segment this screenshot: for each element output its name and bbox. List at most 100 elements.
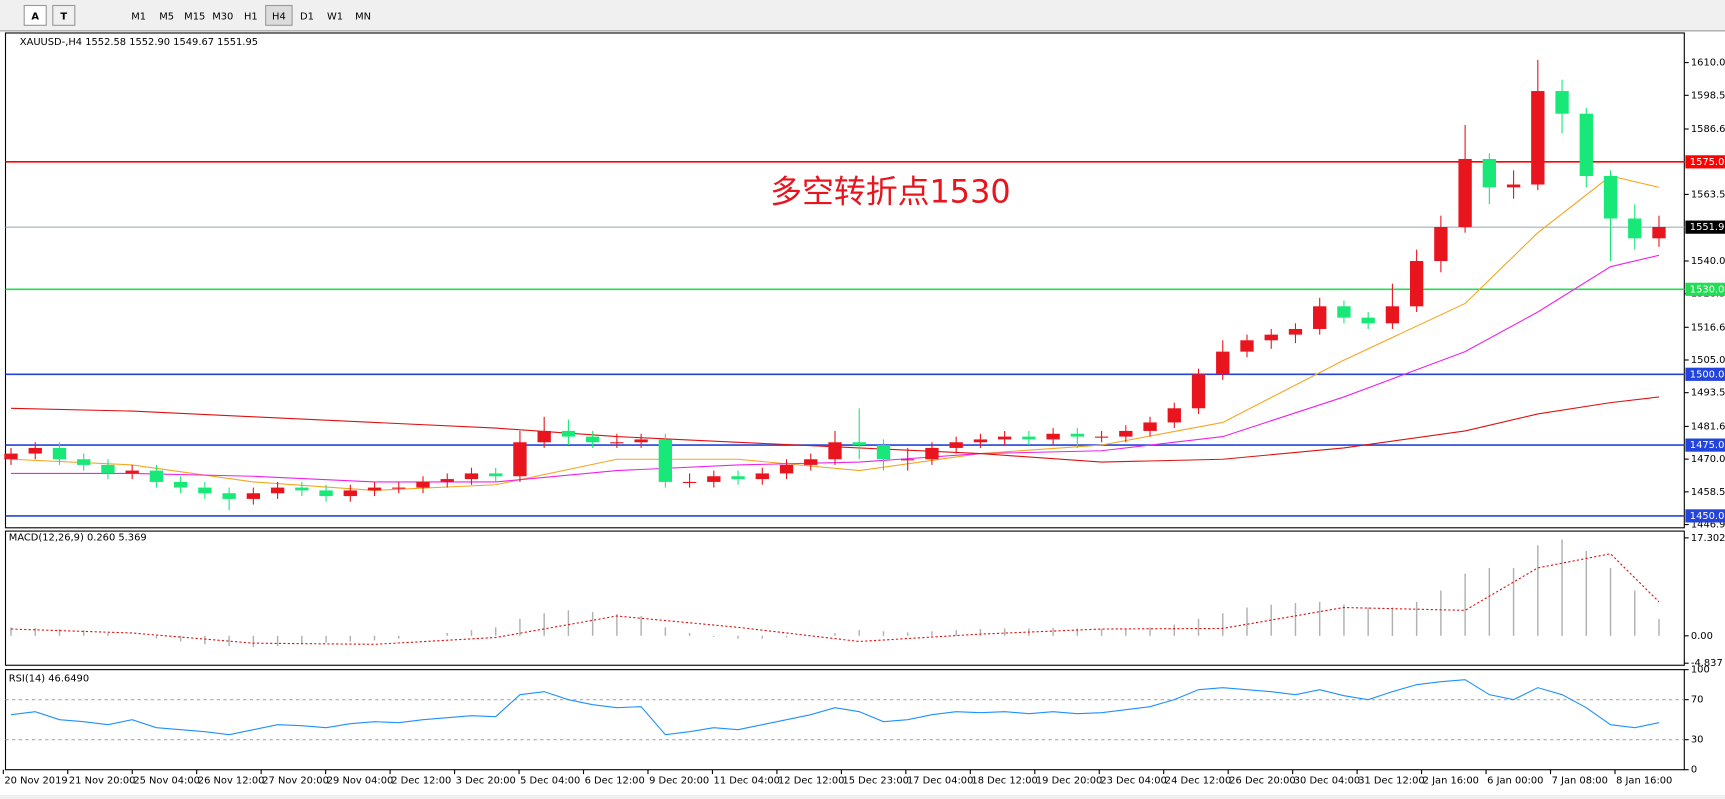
candle-body bbox=[1555, 91, 1569, 114]
candle-body bbox=[1288, 328, 1303, 335]
moving-average bbox=[11, 254, 1660, 483]
candle-body bbox=[1409, 260, 1424, 307]
panel-frame bbox=[4, 32, 1685, 529]
candle-body bbox=[28, 447, 42, 454]
candle-body bbox=[1603, 176, 1618, 219]
candle-body bbox=[149, 470, 164, 482]
candle-body bbox=[1506, 184, 1521, 188]
timeframe-label[interactable]: H4 bbox=[272, 11, 286, 22]
candle-body bbox=[295, 487, 309, 491]
rsi-line bbox=[10, 679, 1660, 736]
candle-body bbox=[707, 476, 721, 482]
candle-body bbox=[1337, 306, 1351, 318]
y-tick-label: 0.00 bbox=[1691, 631, 1713, 642]
candle-body bbox=[1579, 113, 1593, 177]
x-tick-label: 2 Jan 16:00 bbox=[1423, 776, 1479, 787]
candle-body bbox=[1191, 374, 1206, 409]
candle-body bbox=[222, 493, 236, 499]
tool-button[interactable] bbox=[52, 4, 76, 26]
tool-label[interactable]: A bbox=[31, 11, 39, 22]
x-tick-label: 9 Dec 20:00 bbox=[649, 776, 709, 787]
candle-body bbox=[392, 487, 406, 489]
x-tick-label: 27 Nov 20:00 bbox=[262, 776, 329, 787]
candle-body bbox=[828, 442, 842, 460]
y-tick-label: 1481.60 bbox=[1691, 421, 1725, 432]
x-tick-label: 30 Dec 04:00 bbox=[1294, 776, 1360, 787]
y-tick-label: 0 bbox=[1691, 765, 1697, 776]
timeframe-button[interactable] bbox=[153, 5, 180, 26]
candle-body bbox=[1143, 422, 1157, 431]
timeframe-label[interactable]: M30 bbox=[212, 11, 233, 22]
x-tick-label: 25 Nov 04:00 bbox=[133, 776, 200, 787]
candle-body bbox=[585, 436, 600, 443]
candle-body bbox=[876, 445, 891, 460]
x-tick-label: 20 Nov 2019 bbox=[4, 776, 67, 787]
candle-body bbox=[997, 436, 1012, 440]
x-tick-label: 18 Dec 12:00 bbox=[971, 776, 1037, 787]
candle-body bbox=[173, 481, 188, 488]
x-tick-label: 11 Dec 04:00 bbox=[714, 776, 780, 787]
candle-body bbox=[537, 430, 551, 443]
y-tick-label: 30 bbox=[1691, 735, 1704, 746]
price-label: 1551.95 bbox=[1690, 222, 1725, 233]
tool-button[interactable] bbox=[23, 4, 47, 26]
timeframe-label[interactable]: M1 bbox=[131, 11, 146, 22]
x-tick-label: 26 Dec 20:00 bbox=[1229, 776, 1295, 787]
x-tick-label: 31 Dec 12:00 bbox=[1358, 776, 1424, 787]
x-tick-label: 29 Nov 04:00 bbox=[327, 776, 394, 787]
timeframe-label[interactable]: M5 bbox=[159, 11, 174, 22]
timeframe-label[interactable]: W1 bbox=[327, 11, 343, 22]
annotation: 多空转折点1530 bbox=[770, 173, 1011, 211]
y-tick-label: 1516.60 bbox=[1691, 322, 1725, 333]
candle-body bbox=[270, 487, 285, 494]
y-tick-label: 70 bbox=[1691, 695, 1704, 706]
timeframe-label[interactable]: H1 bbox=[244, 11, 258, 22]
timeframe-button[interactable] bbox=[209, 5, 236, 26]
level-label: 1475.00 bbox=[1690, 440, 1725, 451]
timeframe-label[interactable]: M15 bbox=[184, 11, 205, 22]
candle-body bbox=[125, 470, 139, 474]
candle-body bbox=[1216, 351, 1230, 375]
candle-body bbox=[1482, 159, 1497, 188]
candle-body bbox=[416, 481, 430, 488]
timeframe-button[interactable] bbox=[237, 5, 265, 26]
level-label-box bbox=[1685, 155, 1725, 169]
timeframe-button[interactable] bbox=[181, 5, 208, 26]
timeframe-button[interactable] bbox=[265, 4, 293, 26]
moving-average bbox=[10, 396, 1660, 463]
timeframe-label[interactable]: D1 bbox=[300, 11, 314, 22]
y-tick-label: 1493.50 bbox=[1691, 388, 1725, 399]
timeframe-button[interactable] bbox=[349, 5, 377, 26]
y-tick-label: 1470.05 bbox=[1691, 454, 1725, 465]
level-label: 1450.00 bbox=[1690, 511, 1725, 522]
panel-title: RSI(14) 46.6490 bbox=[9, 673, 89, 684]
chart-header: XAUUSD-,H4 1552.58 1552.90 1549.67 1551.… bbox=[20, 37, 258, 48]
candle-body bbox=[804, 459, 818, 465]
candle-body bbox=[755, 473, 769, 480]
candle-body bbox=[198, 487, 212, 494]
level-label-box bbox=[1685, 509, 1725, 523]
timeframe-button[interactable] bbox=[321, 5, 349, 26]
x-tick-label: 24 Dec 12:00 bbox=[1165, 776, 1231, 787]
tool-label[interactable]: T bbox=[60, 11, 67, 22]
candle-body bbox=[101, 464, 115, 474]
level-label: 1500.00 bbox=[1690, 369, 1725, 380]
candle-body bbox=[246, 493, 261, 499]
timeframe-button[interactable] bbox=[293, 5, 321, 26]
x-tick-label: 3 Dec 20:00 bbox=[456, 776, 516, 787]
chart-bg bbox=[0, 31, 1725, 796]
candle-body bbox=[1070, 433, 1085, 437]
candle-body bbox=[1652, 227, 1666, 239]
candle-body bbox=[1167, 408, 1181, 423]
timeframe-button[interactable] bbox=[125, 5, 152, 26]
candle-body bbox=[1022, 436, 1036, 440]
candle-body bbox=[1361, 317, 1375, 324]
x-tick-label: 15 Dec 23:00 bbox=[842, 776, 908, 787]
timeframe-label[interactable]: MN bbox=[355, 11, 371, 22]
panel-frame bbox=[4, 530, 1685, 666]
y-tick-label: 100 bbox=[1691, 665, 1710, 676]
moving-average bbox=[10, 175, 1660, 491]
y-tick-label: 1563.50 bbox=[1691, 189, 1725, 200]
